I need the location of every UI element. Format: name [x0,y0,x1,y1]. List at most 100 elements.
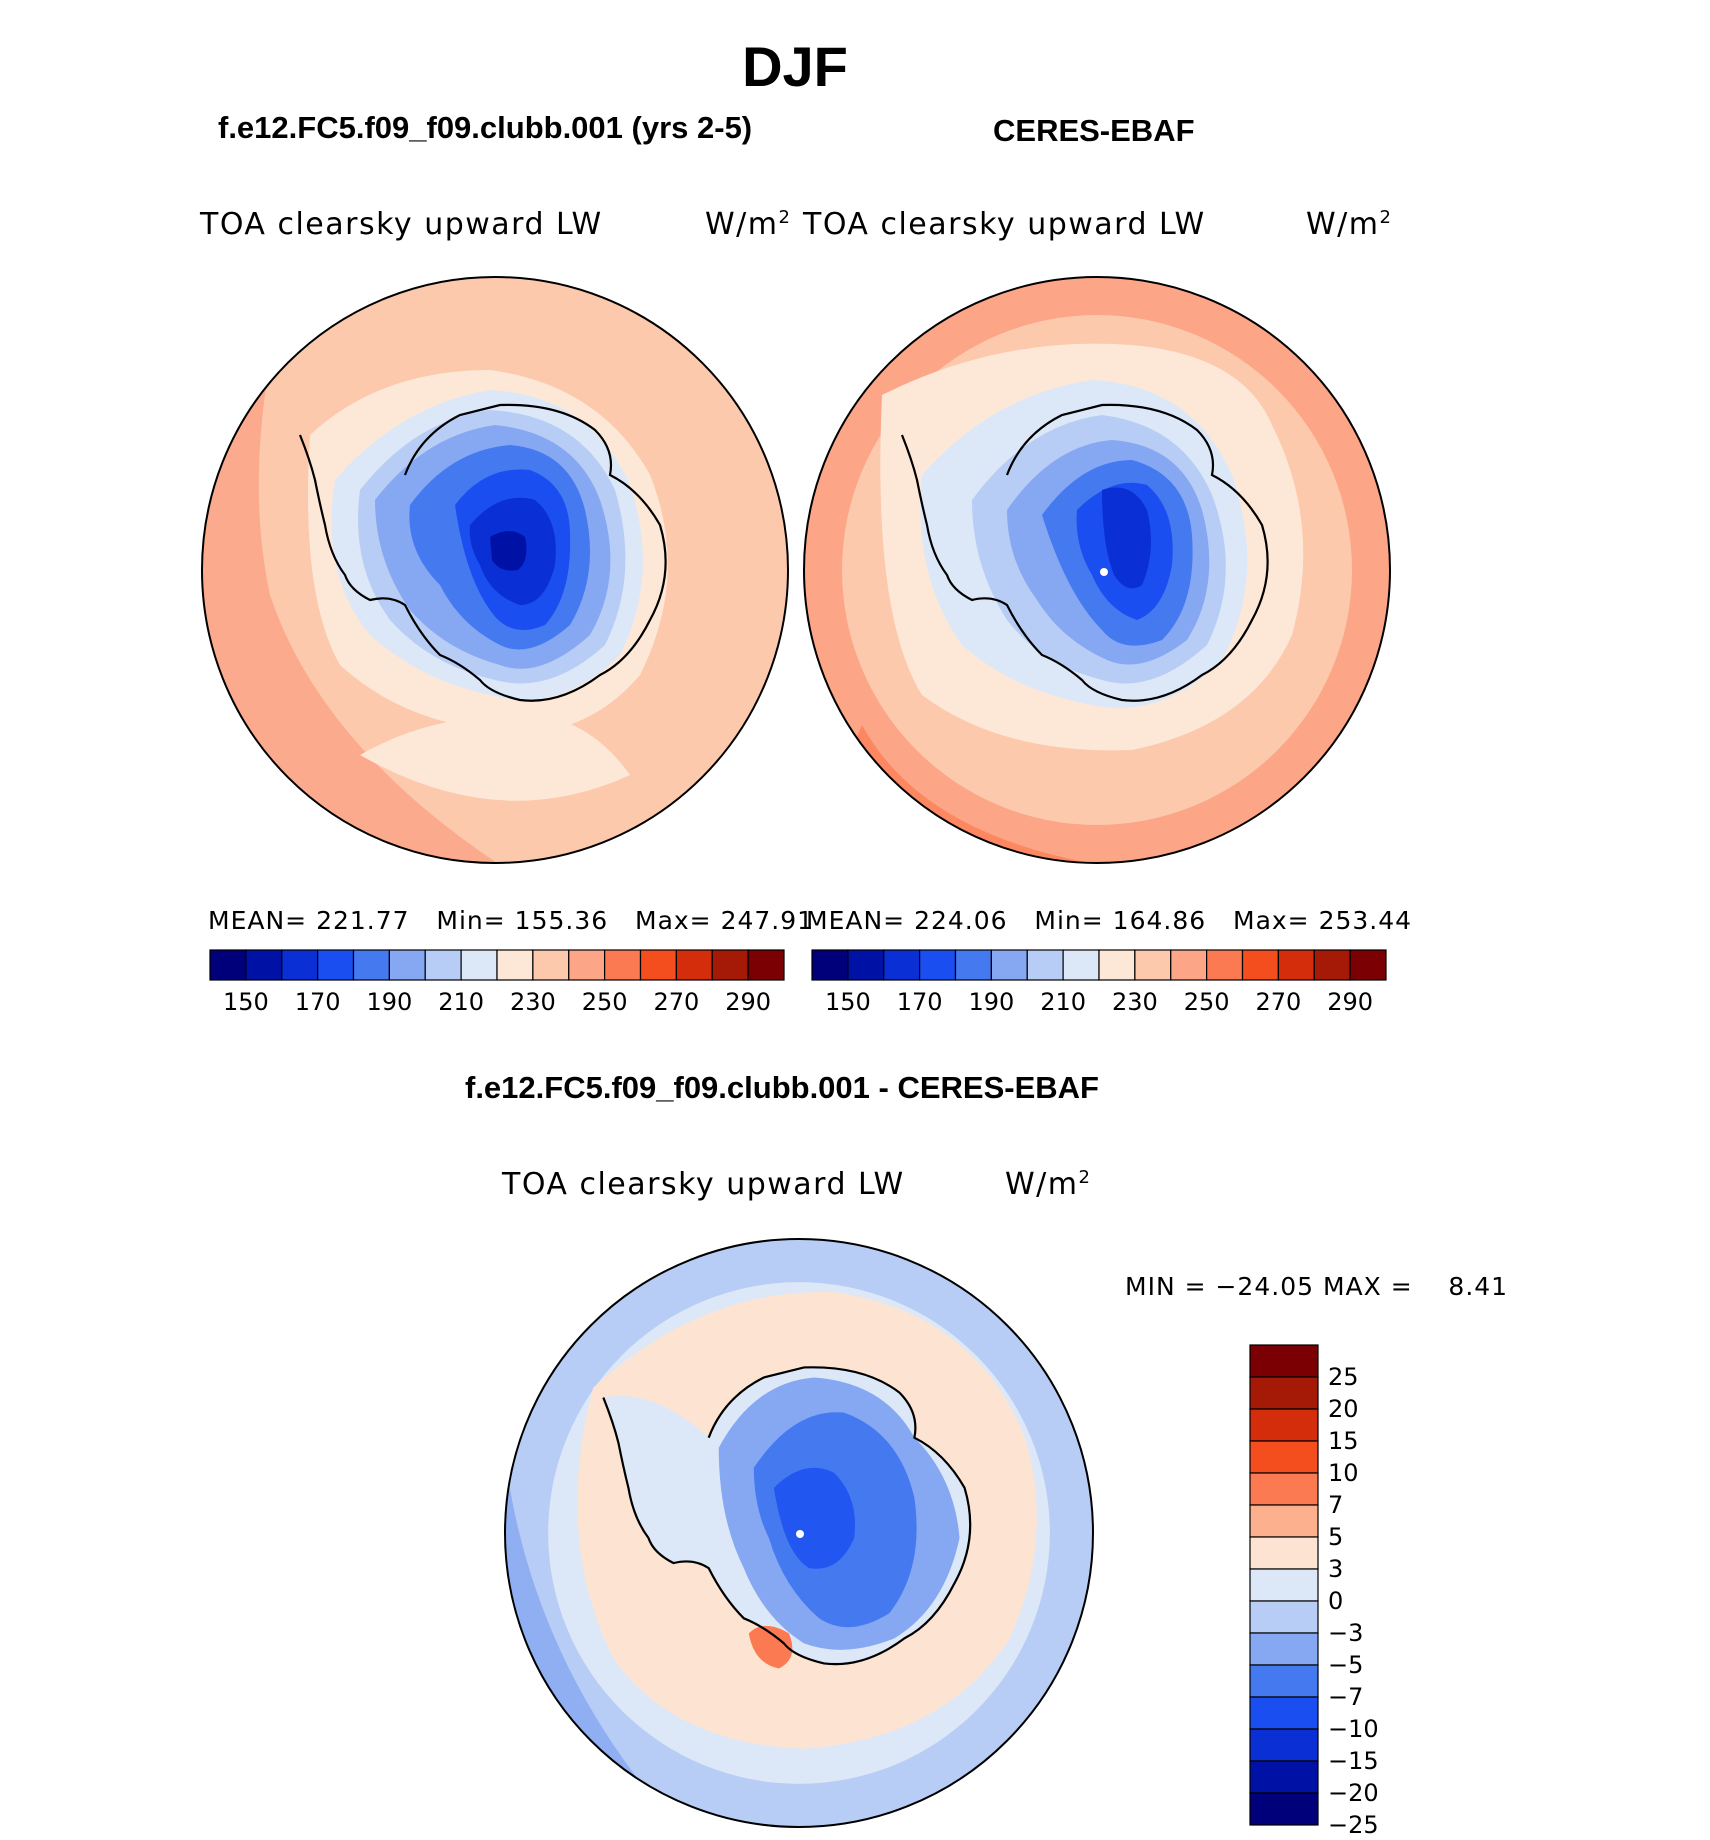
diff-field-fill-7-anomaly [748,1625,793,1669]
obs-field-fill-170 [1102,487,1151,589]
diff-min-max: MIN = −24.05 MAX = 8.41 [1125,1272,1509,1301]
diff-colorbar-box [1249,1632,1319,1666]
model-field-fill-250-west [202,277,500,863]
obs-colorbar-tick-label: 190 [968,988,1015,1016]
obs-max-label: Max= [1233,906,1310,935]
obs-pole-marker [1100,568,1108,576]
model-colorbar-box [711,949,749,981]
model-colorbar-box [245,949,283,981]
obs-colorbar-box [883,949,921,981]
obs-mean-label: MEAN= [806,906,906,935]
diff-field-fill-minus15 [773,1467,856,1569]
diff-map-border [504,1238,1094,1828]
model-colorbar-box [388,949,426,981]
obs-colorbar-box [1313,949,1351,981]
diff-colorbar-tick-label: 10 [1328,1459,1359,1487]
obs-colorbar-box [1206,949,1244,981]
diff-units-exp: 2 [1078,1167,1092,1188]
model-max-label: Max= [635,906,712,935]
model-colorbar-tick-label: 270 [653,988,700,1016]
obs-colorbar [811,949,1387,981]
diff-colorbar-tick-label: −15 [1328,1747,1379,1775]
model-colorbar-box [281,949,319,981]
diff-colorbar-box [1249,1504,1319,1538]
obs-polar-map [803,276,1391,864]
model-colorbar-tick-label: 190 [366,988,413,1016]
obs-colorbar-box [1349,949,1387,981]
diff-colorbar-box [1249,1568,1319,1602]
obs-stats: MEAN= 224.06 Min= 164.86 Max= 253.44 [806,906,1412,935]
diff-colorbar-tick-label: 5 [1328,1523,1344,1551]
model-colorbar-box [639,949,677,981]
obs-field-name: TOA clearsky upward LW [803,207,1206,242]
obs-colorbar-box [1277,949,1315,981]
obs-colorbar-box [1098,949,1136,981]
diff-colorbar-tick-label: −10 [1328,1715,1379,1743]
diff-field-name: TOA clearsky upward LW [502,1167,905,1202]
model-colorbar-tick-label: 150 [222,988,269,1016]
diff-colorbar-tick-label: −7 [1328,1683,1364,1711]
model-colorbar-box [532,949,570,981]
diff-colorbar-box [1249,1600,1319,1634]
model-colorbar-tick-label: 170 [294,988,341,1016]
model-colorbar-box [747,949,785,981]
model-units-exp: 2 [778,207,792,228]
obs-colorbar-box [990,949,1028,981]
obs-colorbar-tick-label: 150 [824,988,871,1016]
obs-colorbar-tick-label: 170 [896,988,943,1016]
diff-case-title: f.e12.FC5.f09_f09.clubb.001 - CERES-EBAF [465,1070,1099,1105]
model-colorbar-ticks: 150 170 190 210 230 250 270 290 [210,988,784,1018]
obs-units-exp: 2 [1379,207,1393,228]
diff-colorbar-box [1249,1792,1319,1826]
obs-max-value: 253.44 [1318,906,1413,935]
diff-colorbar-tick-label: −20 [1328,1779,1379,1807]
diff-colorbar-box [1249,1664,1319,1698]
figure-title: DJF [742,35,848,98]
model-max-value: 247.91 [720,906,815,935]
obs-colorbar-box [954,949,992,981]
obs-mean-value: 224.06 [914,906,1008,935]
obs-colorbar-box [1134,949,1172,981]
model-colorbar-box [568,949,606,981]
model-min-label: Min= [436,906,506,935]
model-colorbar-box [604,949,642,981]
diff-units-text: W/m [1005,1167,1079,1202]
diff-colorbar-box [1249,1728,1319,1762]
model-colorbar-box [460,949,498,981]
obs-colorbar-tick-label: 210 [1040,988,1087,1016]
model-field-name: TOA clearsky upward LW [200,207,603,242]
diff-colorbar-box [1249,1536,1319,1570]
diff-colorbar-box [1249,1376,1319,1410]
diff-polar-map [504,1238,1094,1828]
model-field-fill-230-ross [360,713,630,801]
model-colorbar-box [424,949,462,981]
model-mean-value: 221.77 [316,906,410,935]
obs-units: W/m2 [1306,207,1392,242]
model-colorbar-tick-label: 290 [725,988,772,1016]
diff-colorbar-box [1249,1472,1319,1506]
model-field-fill-160 [490,531,527,571]
diff-colorbar-tick-label: 20 [1328,1395,1359,1423]
obs-case-title: CERES-EBAF [993,113,1195,148]
obs-colorbar-box [847,949,885,981]
diff-colorbar-box [1249,1344,1319,1378]
obs-colorbar-ticks: 150 170 190 210 230 250 270 290 [812,988,1386,1018]
diff-colorbar-ticks: 25 20 15 10 7 5 3 0 −3 −5 −7 −10 −15 −20 −25 [1328,1345,1418,1839]
model-colorbar-box [675,949,713,981]
diff-colorbar-tick-label: 25 [1328,1363,1359,1391]
obs-min-value: 164.86 [1112,906,1207,935]
diff-antarctica-coastline [602,1366,972,1666]
obs-min-label: Min= [1034,906,1104,935]
diff-units: W/m2 [1005,1167,1091,1202]
obs-map-border [803,276,1391,864]
model-colorbar-tick-label: 230 [509,988,556,1016]
model-units: W/m2 [705,207,791,242]
diff-colorbar-tick-label: −5 [1328,1651,1364,1679]
diff-colorbar-tick-label: 0 [1328,1587,1344,1615]
diff-colorbar-tick-label: 7 [1328,1491,1344,1519]
obs-colorbar-box [811,949,849,981]
model-min-value: 155.36 [514,906,609,935]
diff-colorbar-box [1249,1408,1319,1442]
model-colorbar-tick-label: 210 [438,988,485,1016]
model-mean-label: MEAN= [208,906,308,935]
